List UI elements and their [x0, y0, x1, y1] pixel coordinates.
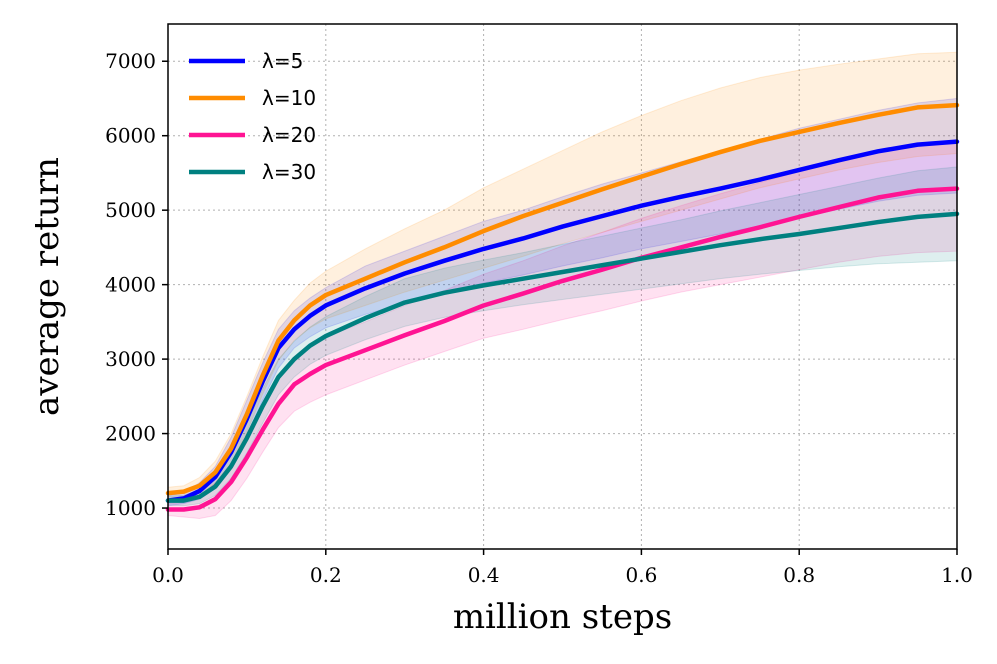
- x-tick-label: 0.6: [625, 563, 657, 587]
- series-lines: [165, 102, 960, 512]
- x-tick-label: 1.0: [941, 563, 973, 587]
- y-tick-label: 5000: [105, 198, 156, 222]
- line-30: [165, 211, 960, 503]
- legend: λ=5 λ=10 λ=20 λ=30: [189, 49, 316, 184]
- x-tick-label: 0.2: [310, 563, 342, 587]
- x-axis-label: million steps: [453, 597, 672, 637]
- y-tick-label: 6000: [105, 124, 156, 148]
- legend-label-lambda-20: λ=20: [262, 123, 316, 147]
- x-tick-label: 0.0: [152, 563, 184, 587]
- axis-ticks: 0.0 0.2 0.4 0.6 0.8 1.0 1000 2000 3000 4000 5000 60…: [105, 49, 973, 587]
- line-20: [165, 186, 960, 512]
- x-tick-label: 0.4: [468, 563, 500, 587]
- legend-label-lambda-5: λ=5: [262, 49, 303, 73]
- grid: [167, 24, 958, 549]
- plot-frame: [167, 23, 958, 550]
- legend-label-lambda-10: λ=10: [262, 86, 316, 110]
- y-axis-label: average return: [27, 157, 67, 416]
- y-tick-label: 1000: [105, 496, 156, 520]
- line-10: [165, 102, 960, 496]
- x-tick-label: 0.8: [783, 563, 815, 587]
- y-tick-label: 7000: [105, 49, 156, 73]
- y-tick-label: 4000: [105, 273, 156, 297]
- legend-label-lambda-30: λ=30: [262, 160, 316, 184]
- y-tick-label: 3000: [105, 347, 156, 371]
- y-tick-label: 2000: [105, 422, 156, 446]
